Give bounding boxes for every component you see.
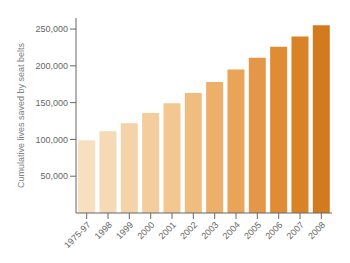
svg-text:2001: 2001 bbox=[157, 220, 178, 241]
svg-text:200,000: 200,000 bbox=[35, 61, 68, 71]
svg-text:Cumulative lives saved by seat: Cumulative lives saved by seat belts bbox=[16, 42, 26, 188]
svg-text:150,000: 150,000 bbox=[35, 98, 68, 108]
svg-text:2005: 2005 bbox=[242, 220, 263, 241]
svg-text:250,000: 250,000 bbox=[35, 24, 68, 34]
svg-text:2000: 2000 bbox=[135, 220, 156, 241]
svg-text:2007: 2007 bbox=[285, 220, 306, 241]
svg-text:2002: 2002 bbox=[178, 220, 199, 241]
svg-text:1975-97: 1975-97 bbox=[62, 220, 92, 250]
svg-text:100,000: 100,000 bbox=[35, 135, 68, 145]
svg-text:1999: 1999 bbox=[114, 220, 135, 241]
svg-text:2003: 2003 bbox=[199, 220, 220, 241]
svg-text:2008: 2008 bbox=[306, 220, 327, 241]
svg-text:1998: 1998 bbox=[93, 220, 114, 241]
svg-text:2004: 2004 bbox=[221, 220, 242, 241]
svg-text:50,000: 50,000 bbox=[40, 171, 68, 181]
svg-text:2006: 2006 bbox=[263, 220, 284, 241]
